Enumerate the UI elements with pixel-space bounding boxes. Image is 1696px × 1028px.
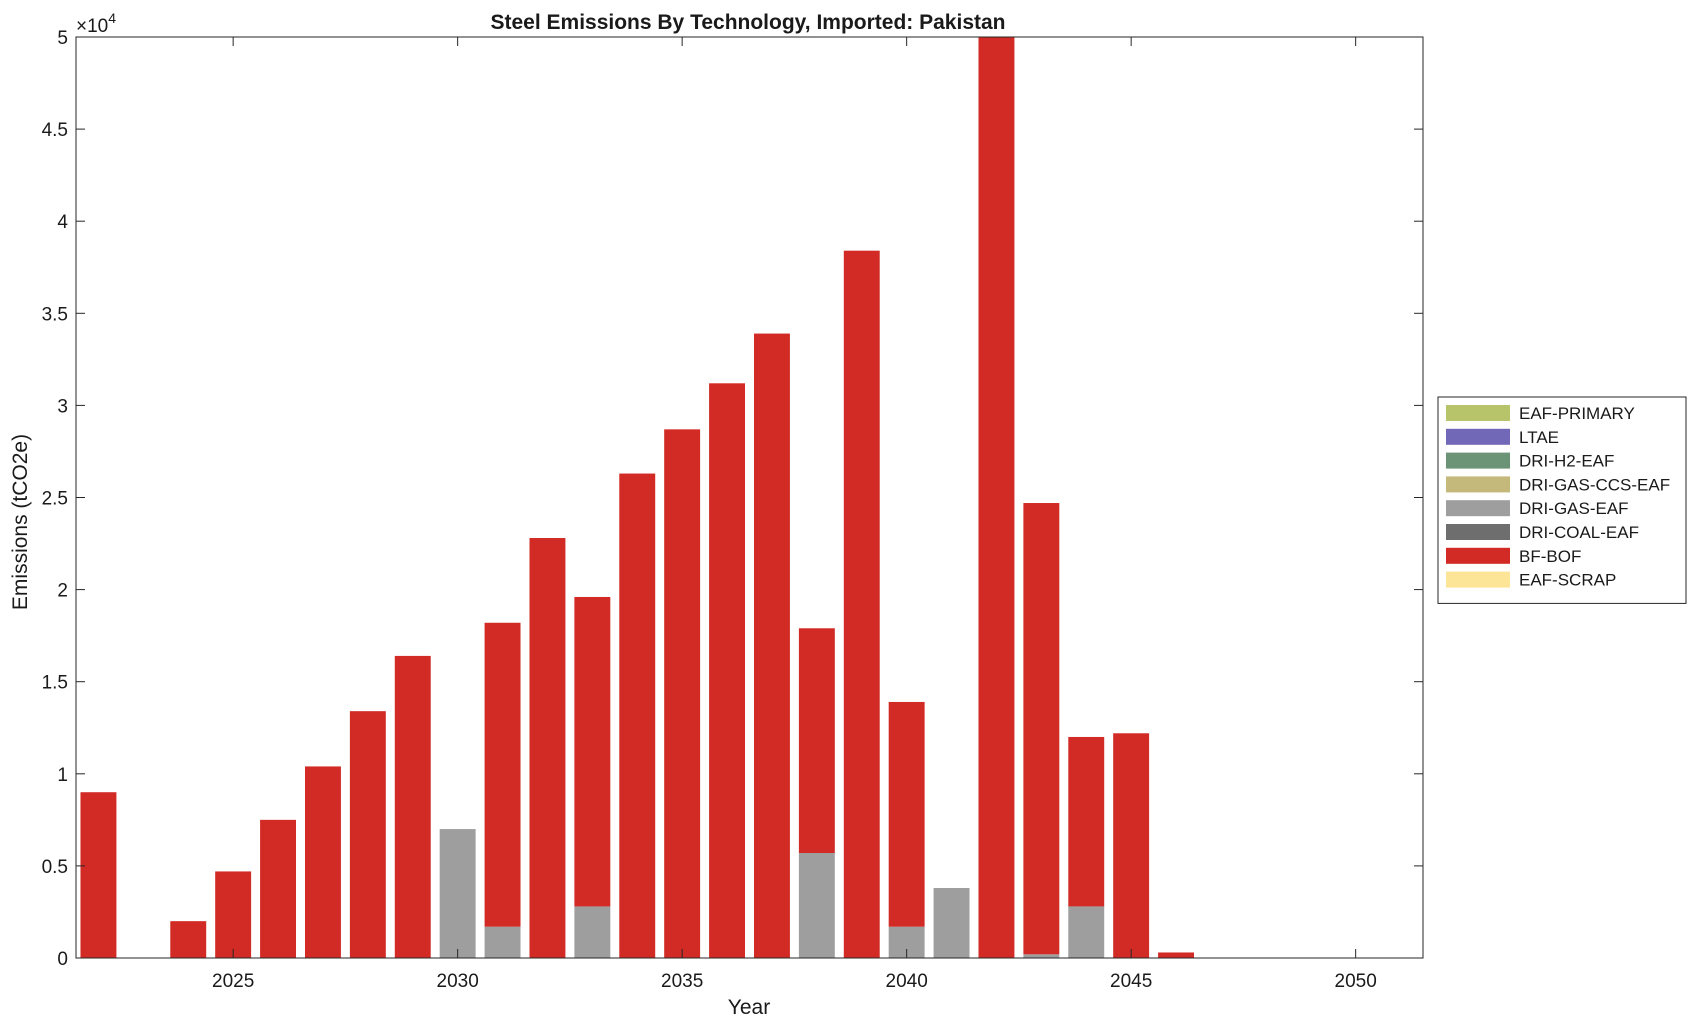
- bar-bf-bof-2032: [529, 538, 566, 958]
- bar-bf-bof-2040: [888, 701, 925, 927]
- bars-layer: [80, 37, 1195, 959]
- legend-swatch-bf-bof: [1446, 547, 1510, 564]
- bar-bf-bof-2026: [260, 819, 297, 958]
- legend-swatch-dri-h2-eaf: [1446, 452, 1510, 469]
- legend-label-dri-coal-eaf: DRI-COAL-EAF: [1519, 523, 1639, 542]
- bar-bf-bof-2022: [80, 792, 117, 958]
- bar-bf-bof-2036: [709, 383, 746, 958]
- bar-bf-bof-2042: [978, 37, 1015, 958]
- ticks-layer: 2025 2030 2035 2040 2045 2050 0 0.5 1 1.5 2 2.5 3 3.5…: [42, 28, 1423, 992]
- bar-bf-bof-2038: [798, 628, 835, 853]
- legend-swatch-dri-gas-eaf: [1446, 500, 1510, 517]
- bar-bf-bof-2024: [170, 921, 207, 958]
- x-tick-label-2040: 2040: [886, 971, 928, 992]
- legend-label-dri-gas-eaf: DRI-GAS-EAF: [1519, 499, 1629, 518]
- bar-bf-bof-2039: [843, 250, 880, 959]
- y-tick-label-3: 1.5: [42, 673, 68, 694]
- bar-dri-gas-eaf-2033: [574, 906, 611, 958]
- y-tick-label-7: 3.5: [42, 304, 68, 325]
- y-exponent-base: ×10: [76, 16, 108, 37]
- legend-swatch-eaf-primary: [1446, 405, 1510, 421]
- y-exponent-label: ×104: [76, 10, 116, 37]
- y-tick-label-10: 5: [57, 28, 68, 49]
- y-tick-label-6: 3: [57, 396, 68, 417]
- bar-bf-bof-2027: [304, 766, 341, 958]
- bar-bf-bof-2034: [619, 473, 656, 958]
- legend-label-eaf-scrap: EAF-SCRAP: [1519, 571, 1616, 590]
- y-tick-label-2: 1: [57, 765, 68, 786]
- bar-bf-bof-2043: [1023, 503, 1060, 955]
- x-tick-label-2045: 2045: [1110, 971, 1152, 992]
- bar-bf-bof-2028: [349, 711, 386, 958]
- legend: EAF-PRIMARY LTAE DRI-H2-EAF DRI-GAS-CCS-EAF…: [1437, 396, 1687, 604]
- bar-dri-gas-eaf-2031: [484, 926, 521, 958]
- legend-label-eaf-primary: EAF-PRIMARY: [1519, 404, 1635, 423]
- bar-bf-bof-2037: [753, 333, 790, 958]
- y-tick-label-5: 2.5: [42, 489, 68, 510]
- bar-bf-bof-2045: [1113, 733, 1150, 958]
- bar-dri-gas-eaf-2038: [798, 853, 835, 958]
- bar-bf-bof-2029: [394, 655, 431, 958]
- plot-frame: [75, 36, 1424, 959]
- y-tick-label-9: 4.5: [42, 120, 68, 141]
- legend-swatch-dri-gas-ccs-eaf: [1446, 476, 1510, 493]
- y-exponent-power: 4: [108, 10, 116, 26]
- legend-swatch-dri-coal-eaf: [1446, 524, 1510, 540]
- y-tick-label-1: 0.5: [42, 857, 68, 878]
- legend-label-ltae: LTAE: [1519, 428, 1559, 447]
- bar-dri-gas-eaf-2041: [933, 888, 970, 958]
- x-tick-label-2030: 2030: [437, 971, 479, 992]
- bar-dri-gas-eaf-2043: [1023, 954, 1060, 958]
- y-axis-title: Emissions (tCO2e): [9, 434, 32, 610]
- legend-swatch-eaf-scrap: [1446, 571, 1510, 588]
- bar-dri-gas-eaf-2030: [439, 829, 476, 958]
- x-tick-label-2025: 2025: [212, 971, 254, 992]
- bar-bf-bof-2035: [664, 429, 701, 959]
- legend-label-bf-bof: BF-BOF: [1519, 547, 1581, 566]
- x-tick-label-2035: 2035: [661, 971, 703, 992]
- y-tick-label-8: 4: [57, 212, 68, 233]
- bar-dri-gas-eaf-2044: [1068, 906, 1105, 958]
- legend-label-dri-h2-eaf: DRI-H2-EAF: [1519, 452, 1614, 471]
- x-tick-label-2050: 2050: [1335, 971, 1377, 992]
- bar-bf-bof-2033: [574, 596, 611, 907]
- legend-swatch-ltae: [1446, 428, 1510, 445]
- bar-bf-bof-2025: [215, 871, 252, 958]
- chart-title: Steel Emissions By Technology, Imported:…: [490, 11, 1005, 34]
- bar-bf-bof-2031: [484, 622, 521, 927]
- x-axis-title: Year: [728, 996, 770, 1019]
- legend-label-dri-gas-ccs-eaf: DRI-GAS-CCS-EAF: [1519, 475, 1670, 494]
- bar-bf-bof-2046: [1158, 952, 1195, 958]
- bar-bf-bof-2044: [1068, 736, 1105, 907]
- y-tick-label-4: 2: [57, 581, 68, 602]
- y-tick-label-0: 0: [57, 949, 68, 970]
